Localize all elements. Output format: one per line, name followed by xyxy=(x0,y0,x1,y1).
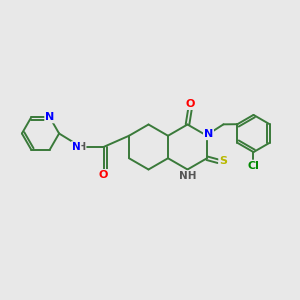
Text: Cl: Cl xyxy=(248,160,260,171)
Text: N: N xyxy=(45,112,54,122)
Text: N: N xyxy=(72,142,81,152)
Text: H: H xyxy=(77,142,86,152)
Text: N: N xyxy=(204,129,213,139)
Text: S: S xyxy=(219,156,227,166)
Text: NH: NH xyxy=(179,171,196,181)
Text: O: O xyxy=(185,99,195,109)
Text: O: O xyxy=(99,170,108,180)
